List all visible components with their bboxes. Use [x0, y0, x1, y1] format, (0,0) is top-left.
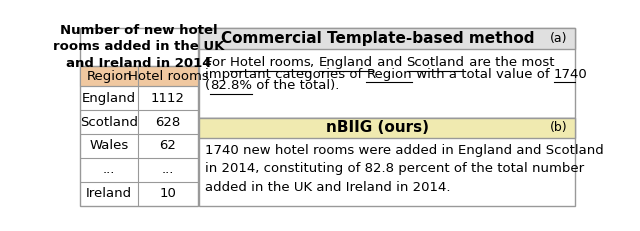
- FancyBboxPatch shape: [80, 66, 198, 86]
- Text: For: For: [205, 56, 230, 69]
- Text: Region: Region: [366, 68, 412, 81]
- Text: 1740 new hotel rooms were added in England and Scotland
in 2014, constituting of: 1740 new hotel rooms were added in Engla…: [205, 144, 604, 194]
- Text: Wales: Wales: [90, 140, 129, 152]
- FancyBboxPatch shape: [198, 118, 575, 206]
- Text: Hotel rooms: Hotel rooms: [230, 56, 310, 69]
- Text: ...: ...: [103, 163, 115, 176]
- Text: with a total value of: with a total value of: [412, 68, 554, 81]
- Text: Scotland: Scotland: [80, 116, 138, 128]
- Text: Hotel rooms: Hotel rooms: [127, 70, 209, 83]
- Text: (b): (b): [550, 121, 568, 134]
- Text: important categories of: important categories of: [205, 68, 366, 81]
- Text: 82.8%: 82.8%: [210, 79, 252, 92]
- Text: 1112: 1112: [151, 92, 185, 105]
- Text: ...: ...: [162, 163, 174, 176]
- Text: Region: Region: [86, 70, 132, 83]
- FancyBboxPatch shape: [198, 28, 575, 118]
- Text: England: England: [319, 56, 373, 69]
- Text: England: England: [82, 92, 136, 105]
- Text: are the most: are the most: [465, 56, 554, 69]
- Text: 1740: 1740: [554, 68, 588, 81]
- Text: (a): (a): [550, 32, 568, 45]
- Text: and: and: [373, 56, 406, 69]
- Text: Commercial Template-based method: Commercial Template-based method: [221, 31, 534, 46]
- Text: Ireland: Ireland: [86, 187, 132, 200]
- Text: 10: 10: [159, 187, 177, 200]
- FancyBboxPatch shape: [198, 118, 575, 138]
- Text: ,: ,: [310, 56, 319, 69]
- Text: Number of new hotel
rooms added in the UK
and Ireland in 2014: Number of new hotel rooms added in the U…: [53, 24, 225, 70]
- Text: 62: 62: [159, 140, 177, 152]
- Text: 628: 628: [156, 116, 180, 128]
- FancyBboxPatch shape: [80, 28, 198, 206]
- FancyBboxPatch shape: [198, 28, 575, 49]
- Text: nBIIG (ours): nBIIG (ours): [326, 120, 429, 135]
- Text: (: (: [205, 79, 210, 92]
- Text: of the total).: of the total).: [252, 79, 339, 92]
- Text: Scotland: Scotland: [406, 56, 465, 69]
